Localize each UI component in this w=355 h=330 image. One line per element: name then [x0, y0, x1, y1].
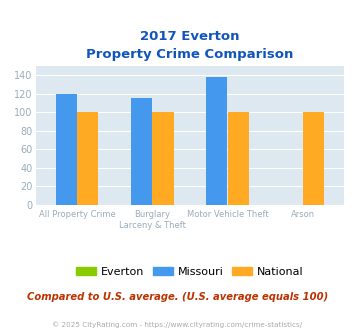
Text: © 2025 CityRating.com - https://www.cityrating.com/crime-statistics/: © 2025 CityRating.com - https://www.city… — [53, 322, 302, 328]
Bar — [228, 112, 249, 205]
Title: 2017 Everton
Property Crime Comparison: 2017 Everton Property Crime Comparison — [86, 30, 294, 61]
Bar — [206, 77, 228, 205]
Bar — [131, 98, 152, 205]
Legend: Everton, Missouri, National: Everton, Missouri, National — [72, 263, 308, 282]
Bar — [56, 94, 77, 205]
Bar — [303, 112, 324, 205]
Text: Compared to U.S. average. (U.S. average equals 100): Compared to U.S. average. (U.S. average … — [27, 292, 328, 302]
Bar — [152, 112, 174, 205]
Bar — [77, 112, 98, 205]
